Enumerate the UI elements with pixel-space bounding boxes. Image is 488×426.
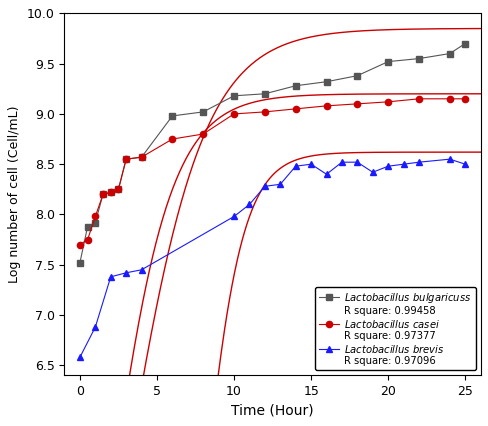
Y-axis label: Log number of cell (Cell/mL): Log number of cell (Cell/mL) (8, 106, 21, 283)
Legend: $\it{Lactobacillus\ bulgaricuss}$, R square: 0.99458, $\it{Lactobacillus\ casei}: $\it{Lactobacillus\ bulgaricuss}$, R squ… (315, 287, 475, 370)
X-axis label: Time (Hour): Time (Hour) (231, 404, 313, 417)
